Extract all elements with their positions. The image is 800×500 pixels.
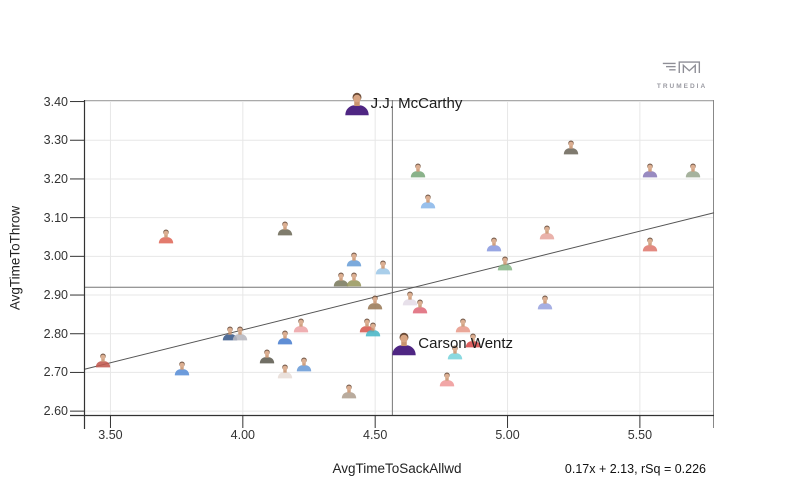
y-tick-label: 2.80: [43, 326, 68, 341]
player-avatar-icon: [344, 93, 369, 116]
y-tick-label: 2.70: [43, 365, 68, 380]
player-point[interactable]: [685, 163, 701, 178]
y-tick-label: 2.60: [43, 404, 68, 419]
player-point[interactable]: [277, 364, 293, 379]
player-label[interactable]: Carson Wentz: [418, 335, 514, 353]
y-tick-label: 3.00: [43, 249, 68, 264]
trend-line: [83, 212, 715, 370]
player-point[interactable]: [642, 236, 658, 252]
player-avatar-icon: [259, 349, 274, 364]
player-point[interactable]: [296, 356, 312, 372]
x-tick-label: 3.50: [98, 428, 123, 442]
player-avatar-icon: [158, 229, 174, 244]
player-avatar-icon: [563, 140, 579, 155]
player-point[interactable]: [539, 225, 555, 240]
player-avatar-icon: [540, 225, 555, 240]
player-point[interactable]: [563, 140, 579, 155]
player-avatar-icon: [412, 299, 428, 313]
trumedia-logo: TRUMEDIA: [652, 60, 712, 90]
player-point[interactable]: [158, 229, 174, 244]
player-point[interactable]: [174, 360, 190, 375]
y-axis-title: AvgTimeToThrow: [7, 205, 23, 311]
player-point[interactable]: [447, 345, 463, 360]
trumedia-brand-text: TRUMEDIA: [656, 83, 708, 90]
player-avatar-icon: [455, 318, 470, 333]
y-tick-label: 3.30: [43, 133, 68, 148]
player-point[interactable]: [375, 260, 391, 275]
y-tick-label: 3.10: [43, 210, 68, 225]
player-point[interactable]: [486, 236, 502, 252]
player-avatar-icon: [392, 333, 416, 356]
x-axis-title: AvgTimeToSackAllwd: [332, 461, 462, 476]
player-point[interactable]: [259, 349, 275, 364]
player-avatar-icon: [341, 384, 356, 399]
player-avatar-icon: [277, 330, 293, 344]
player-avatar-icon: [643, 163, 658, 178]
player-point-highlighted[interactable]: [391, 332, 417, 357]
player-avatar-icon: [365, 322, 380, 337]
trend-equation-label: 0.17x + 2.13, rSq = 0.226: [564, 462, 706, 476]
trumedia-monogram-icon: [662, 61, 701, 74]
player-point[interactable]: [537, 295, 553, 310]
player-avatar-icon: [222, 326, 237, 341]
player-point[interactable]: [420, 194, 436, 209]
player-avatar-icon: [410, 163, 425, 178]
player-point[interactable]: [455, 318, 471, 333]
player-point[interactable]: [465, 333, 481, 348]
player-avatar-icon: [232, 326, 248, 341]
player-point[interactable]: [95, 353, 111, 368]
player-avatar-icon: [293, 318, 309, 333]
player-avatar-icon: [277, 221, 293, 236]
player-avatar-icon: [537, 295, 552, 310]
player-point[interactable]: [222, 325, 238, 341]
player-avatar-icon: [277, 364, 293, 379]
player-point[interactable]: [412, 298, 428, 313]
player-label[interactable]: J.J. McCarthy: [370, 95, 463, 113]
player-avatar-icon: [447, 345, 462, 360]
player-point[interactable]: [232, 325, 248, 341]
player-avatar-icon: [465, 333, 481, 348]
player-avatar-icon: [487, 237, 502, 252]
x-tick-label: 5.50: [627, 428, 653, 442]
player-avatar-icon: [402, 291, 417, 306]
player-avatar-icon: [497, 256, 513, 271]
player-point[interactable]: [293, 318, 309, 333]
player-avatar-icon: [420, 194, 436, 209]
player-point[interactable]: [410, 163, 426, 178]
player-point[interactable]: [346, 271, 362, 286]
player-point[interactable]: [365, 322, 381, 337]
player-avatar-icon: [367, 295, 383, 310]
player-point[interactable]: [277, 221, 293, 236]
player-point[interactable]: [497, 256, 513, 271]
player-point[interactable]: [333, 271, 349, 286]
player-avatar-icon: [296, 357, 311, 372]
player-avatar-icon: [95, 353, 110, 368]
y-tick-label: 2.90: [43, 288, 68, 303]
player-avatar-icon: [346, 272, 362, 286]
y-tick-label: 3.20: [43, 171, 68, 186]
player-point[interactable]: [346, 252, 362, 267]
x-tick-label: 5.00: [495, 428, 520, 442]
player-point[interactable]: [341, 384, 357, 399]
x-tick-label: 4.00: [230, 428, 255, 442]
player-avatar-icon: [375, 260, 391, 275]
player-point[interactable]: [439, 372, 455, 387]
x-tick-label: 4.50: [363, 428, 388, 442]
player-avatar-icon: [685, 163, 701, 178]
player-avatar-icon: [333, 272, 348, 286]
player-point[interactable]: [367, 295, 383, 310]
player-avatar-icon: [174, 361, 190, 375]
player-avatar-icon: [643, 237, 658, 252]
player-avatar-icon: [439, 372, 454, 387]
y-tick-label: 3.40: [43, 94, 68, 109]
player-point-highlighted[interactable]: [344, 92, 370, 117]
player-point[interactable]: [277, 329, 293, 344]
player-point[interactable]: [402, 291, 418, 306]
player-avatar-icon: [346, 252, 362, 267]
player-point[interactable]: [642, 163, 658, 178]
